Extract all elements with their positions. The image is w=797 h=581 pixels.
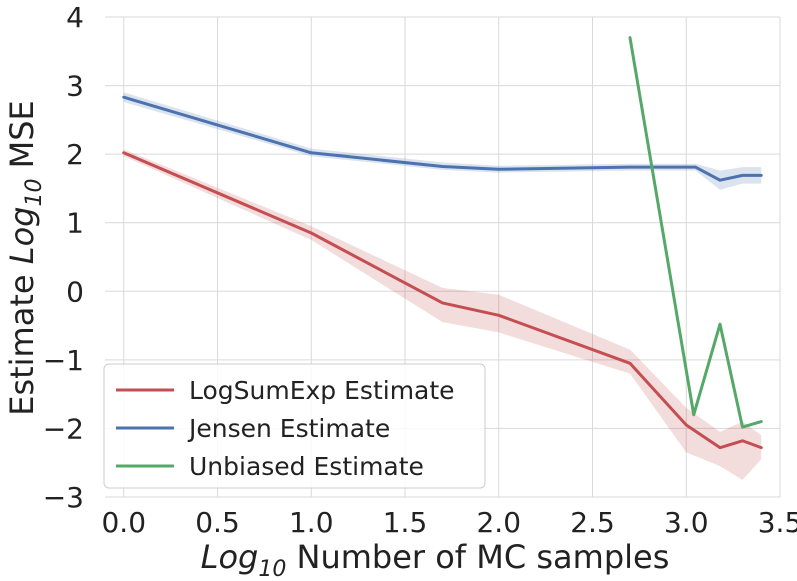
grid xyxy=(105,16,781,498)
x-tick-label: 1.5 xyxy=(383,506,428,539)
jensen-estimate-line xyxy=(122,95,763,182)
legend-box xyxy=(103,363,486,489)
x-axis-label: Log10 Number of MC samples xyxy=(201,538,670,581)
x-tick-label: 0.0 xyxy=(101,506,146,539)
x-tick-label: 3.5 xyxy=(758,506,797,539)
y-tick-label: −2 xyxy=(43,412,84,445)
y-tick-label: 4 xyxy=(66,1,84,34)
y-axis-ticks: −3 −2 −1 0 1 2 3 4 xyxy=(43,1,84,514)
y-tick-label: 0 xyxy=(66,275,84,308)
confidence-bands xyxy=(123,92,762,480)
y-tick-label: 3 xyxy=(66,70,84,103)
x-tick-label: 1.0 xyxy=(289,506,334,539)
y-tick-label: 1 xyxy=(66,207,84,240)
x-tick-label: 2.5 xyxy=(570,506,615,539)
unbiased-estimate-line xyxy=(628,36,763,429)
y-tick-label: −1 xyxy=(43,344,84,377)
logsumexp-estimate-legend-label: LogSumExp Estimate xyxy=(189,376,455,405)
y-tick-label: −3 xyxy=(43,481,84,514)
logsumexp-estimate-band xyxy=(123,149,762,480)
x-tick-label: 0.5 xyxy=(195,506,240,539)
logsumexp-estimate-line xyxy=(122,151,763,450)
y-tick-label: 2 xyxy=(66,138,84,171)
jensen-estimate-band xyxy=(123,92,762,190)
legend: LogSumExp Estimate Jensen Estimate Unbiase… xyxy=(103,363,486,489)
x-tick-label: 2.0 xyxy=(476,506,521,539)
unbiased-estimate-legend-label: Unbiased Estimate xyxy=(189,452,424,481)
series-lines xyxy=(122,36,763,450)
x-tick-label: 3.0 xyxy=(664,506,709,539)
x-axis-ticks: 0.0 0.5 1.0 1.5 2.0 2.5 3.0 3.5 xyxy=(101,506,797,539)
jensen-estimate-legend-label: Jensen Estimate xyxy=(187,414,390,443)
y-axis-label: Estimate Log10 MSE xyxy=(3,100,47,416)
